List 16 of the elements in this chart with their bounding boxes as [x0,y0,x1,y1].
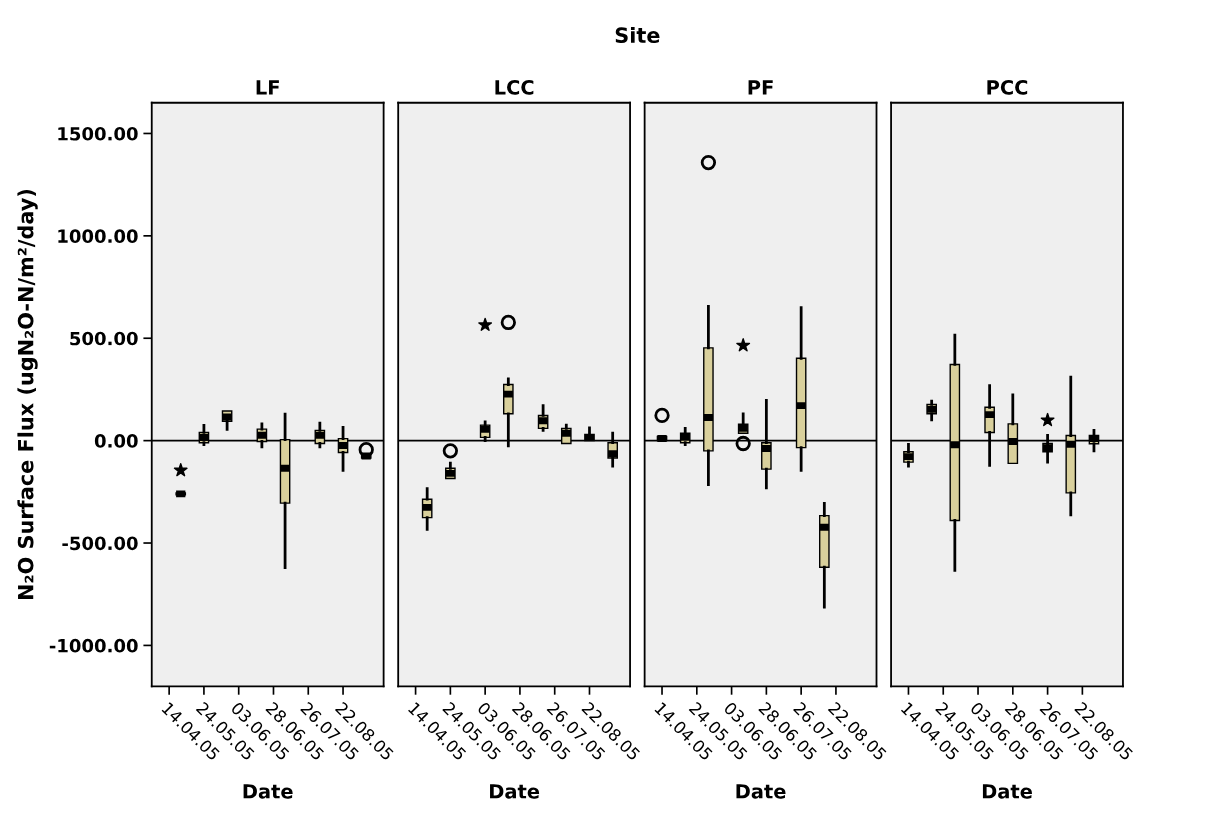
y-tick-label: 1500.00 [58,126,138,141]
chart-title: PF [748,80,773,95]
y-tick-label: 0.00 [94,434,138,448]
y-axis-title: N₂O Surface Flux (ugN₂O-N/m²/day) [17,189,38,600]
text: Site [615,26,660,44]
chart-title: PCC [987,79,1028,95]
x-axis-title: Date [982,784,1032,799]
x-axis-title: Date [243,784,293,799]
y-tick-label: -500.00 [62,536,138,551]
x-axis-title: Date [490,784,540,799]
chart-title: LF [256,80,279,95]
x-axis-title: Date [736,784,786,799]
chart-title: LCC [495,79,534,95]
y-tick-label: 500.00 [70,331,138,346]
y-tick-label: -1000.00 [49,638,138,653]
y-tick-label: 1000.00 [58,229,138,243]
